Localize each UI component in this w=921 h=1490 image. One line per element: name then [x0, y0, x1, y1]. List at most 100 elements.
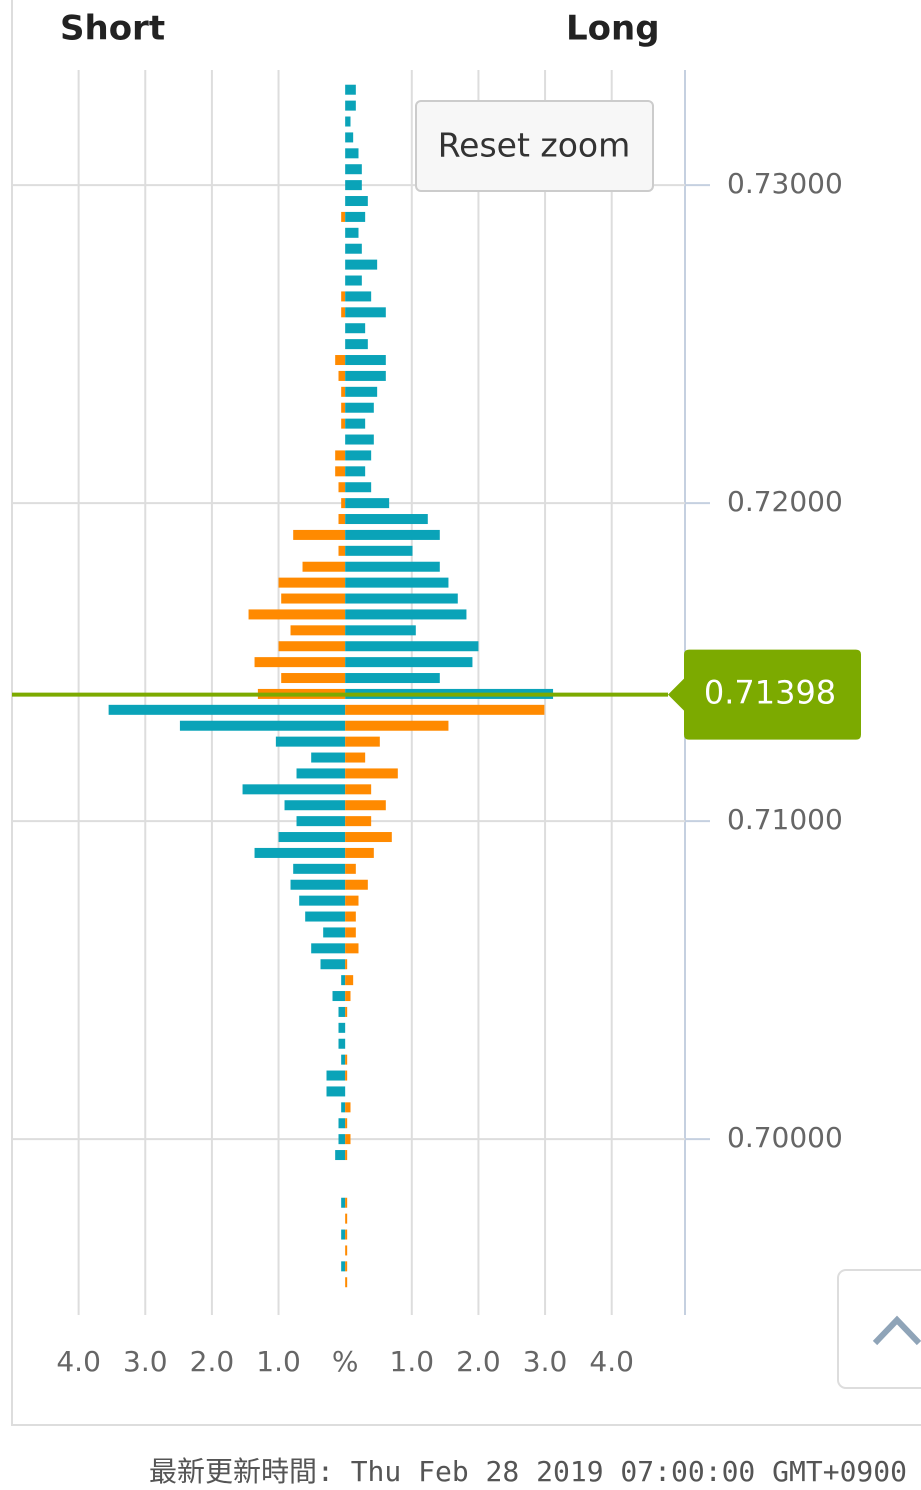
right-bar — [345, 116, 351, 127]
y-tick-label: 0.73000 — [727, 167, 843, 200]
left-bar — [275, 736, 346, 747]
right-bar — [345, 657, 473, 668]
right-bar — [345, 355, 386, 366]
footer: 最新更新時間: Thu Feb 28 2019 07:00:00 GMT+090… — [149, 1455, 907, 1488]
left-bar — [320, 959, 346, 970]
right-bar — [345, 307, 386, 318]
right-bar — [345, 291, 372, 302]
left-bar — [335, 450, 346, 461]
left-bar — [341, 291, 346, 302]
left-bar — [311, 943, 346, 954]
right-bar — [345, 943, 359, 954]
left-bar — [338, 545, 346, 556]
left-bar — [341, 402, 346, 413]
left-bar — [341, 386, 346, 397]
y-tick-label: 0.72000 — [727, 485, 843, 518]
left-header: Short — [60, 9, 165, 49]
right-bar — [345, 339, 368, 350]
right-bar — [345, 450, 372, 461]
right-bar — [345, 991, 351, 1002]
right-bar — [345, 1229, 348, 1240]
left-bar — [341, 1054, 346, 1065]
right-bar — [345, 1150, 348, 1161]
left-bar — [290, 625, 346, 636]
right-bar — [345, 1134, 351, 1145]
right-bar — [345, 911, 356, 922]
right-bar — [345, 1277, 348, 1288]
left-bar — [341, 498, 346, 509]
y-tick-label: 0.71000 — [727, 803, 843, 836]
left-bar — [335, 1150, 346, 1161]
right-bar — [345, 227, 359, 238]
scroll-top-icon[interactable] — [872, 1315, 921, 1346]
x-tick-label: 1.0 — [390, 1345, 435, 1378]
x-tick-label: 4.0 — [589, 1345, 634, 1378]
left-bar — [284, 800, 346, 811]
right-bar — [345, 1245, 348, 1256]
current-price-marker — [668, 649, 861, 740]
scroll-top-button[interactable] — [837, 1269, 921, 1389]
right-bar — [345, 148, 359, 159]
right-bar — [345, 752, 366, 763]
left-bar — [242, 784, 346, 795]
right-bar — [345, 1118, 348, 1129]
left-bar — [299, 895, 346, 906]
current-price-label: 0.71398 — [704, 674, 836, 712]
left-bar — [338, 370, 346, 381]
right-bar — [345, 132, 354, 143]
left-bar — [341, 211, 346, 222]
right-bar — [345, 975, 354, 986]
left-bar — [341, 975, 346, 986]
x-tick-label: 1.0 — [256, 1345, 301, 1378]
right-bar — [345, 959, 348, 970]
scroll-top-box[interactable] — [837, 1269, 921, 1389]
left-bar — [338, 1038, 346, 1049]
right-bar — [345, 577, 449, 588]
right-bar — [345, 673, 440, 684]
left-bar — [108, 704, 346, 715]
right-header: Long — [566, 9, 660, 49]
right-bar — [345, 211, 366, 222]
reset-button-label[interactable]: Reset zoom — [438, 126, 631, 165]
right-bar — [345, 84, 356, 95]
right-bar — [345, 275, 362, 286]
reset-button-box[interactable] — [415, 100, 654, 192]
left-bar — [341, 307, 346, 318]
x-tick-label: 2.0 — [190, 1345, 235, 1378]
right-bar — [345, 323, 366, 334]
right-bar — [345, 720, 449, 731]
left-bar — [341, 418, 346, 429]
right-bar — [345, 1054, 348, 1065]
left-bar — [338, 1022, 346, 1033]
left-bar — [293, 529, 346, 540]
left-bar — [338, 514, 346, 525]
left-bar — [338, 1118, 346, 1129]
left-bar — [341, 1102, 346, 1113]
right-bar — [345, 529, 440, 540]
left-bar — [296, 768, 346, 779]
left-bar — [323, 927, 346, 938]
right-bar — [345, 466, 366, 477]
left-bar — [305, 911, 346, 922]
right-bar — [345, 100, 356, 111]
left-bar — [296, 816, 346, 827]
right-bar — [345, 609, 467, 620]
right-bar — [345, 1070, 348, 1081]
right-bar — [345, 800, 386, 811]
reset-button[interactable]: Reset zoom — [415, 100, 654, 192]
left-bar — [293, 863, 346, 874]
right-bar — [345, 863, 356, 874]
right-bar — [345, 259, 378, 270]
right-bar — [345, 641, 479, 652]
left-bar — [341, 1261, 346, 1272]
right-bar — [345, 625, 416, 636]
left-bar — [338, 1006, 346, 1017]
left-bar — [338, 1134, 346, 1145]
left-bar — [332, 991, 346, 1002]
right-bar — [345, 1213, 348, 1224]
right-bar — [345, 1102, 351, 1113]
right-bar — [345, 402, 374, 413]
right-bar — [345, 498, 390, 509]
left-bar — [335, 466, 346, 477]
